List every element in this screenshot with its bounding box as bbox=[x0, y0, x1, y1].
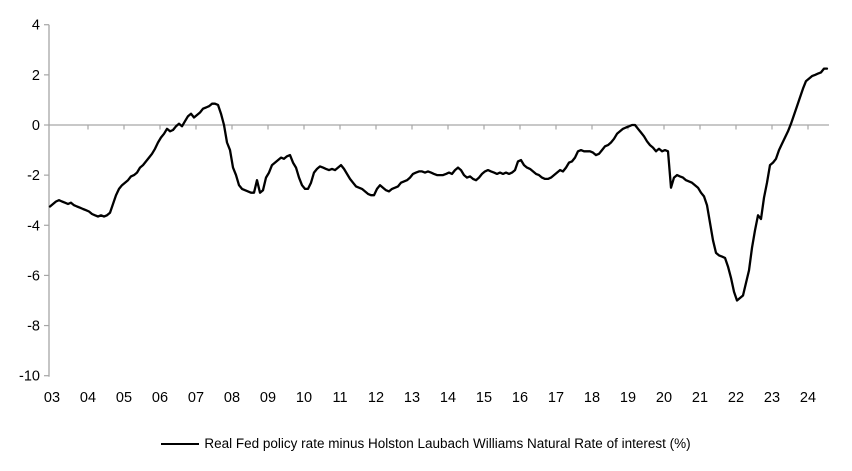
chart-legend: Real Fed policy rate minus Holston Lauba… bbox=[0, 436, 852, 451]
x-axis-tick-label: 11 bbox=[332, 390, 347, 406]
x-axis-tick-label: 15 bbox=[476, 390, 492, 406]
x-axis-tick-label: 17 bbox=[548, 390, 564, 406]
data-series-line bbox=[48, 67, 829, 302]
legend-label: Real Fed policy rate minus Holston Lauba… bbox=[204, 436, 691, 451]
y-axis-tick-label: -8 bbox=[27, 319, 40, 335]
x-axis-tick-label: 09 bbox=[260, 390, 276, 406]
y-axis-tick-label: 0 bbox=[32, 118, 40, 134]
x-axis-tick-label: 13 bbox=[404, 390, 420, 406]
x-axis-tick-label: 16 bbox=[512, 390, 528, 406]
x-axis-tick-label: 08 bbox=[224, 390, 240, 406]
x-axis-tick-label: 12 bbox=[368, 390, 384, 406]
legend-line-swatch bbox=[161, 442, 200, 445]
x-axis-tick-label: 05 bbox=[116, 390, 132, 406]
x-axis-tick-label: 19 bbox=[620, 390, 636, 406]
x-axis-tick-label: 20 bbox=[656, 390, 672, 406]
x-axis-tick-label: 06 bbox=[152, 390, 168, 406]
x-axis-tick-label: 24 bbox=[800, 390, 816, 406]
x-axis-tick-label: 03 bbox=[44, 390, 60, 406]
y-axis-tick-label: -4 bbox=[27, 218, 40, 234]
x-axis-tick-label: 23 bbox=[764, 390, 780, 406]
y-axis-tick-label: 4 bbox=[32, 18, 40, 34]
y-axis-tick-label: -2 bbox=[27, 168, 40, 184]
x-axis-tick-label: 10 bbox=[296, 390, 312, 406]
x-axis-tick-label: 04 bbox=[80, 390, 96, 406]
y-axis-tick-label: 2 bbox=[32, 68, 40, 84]
x-axis-tick-label: 22 bbox=[728, 390, 744, 406]
y-axis-tick-label: -10 bbox=[19, 369, 40, 385]
x-axis-tick-label: 18 bbox=[584, 390, 600, 406]
x-axis-tick-label: 14 bbox=[440, 390, 456, 406]
y-axis-tick-label: -6 bbox=[27, 268, 40, 284]
x-axis-tick-label: 07 bbox=[188, 390, 204, 406]
x-axis-tick-label: 21 bbox=[692, 390, 708, 406]
